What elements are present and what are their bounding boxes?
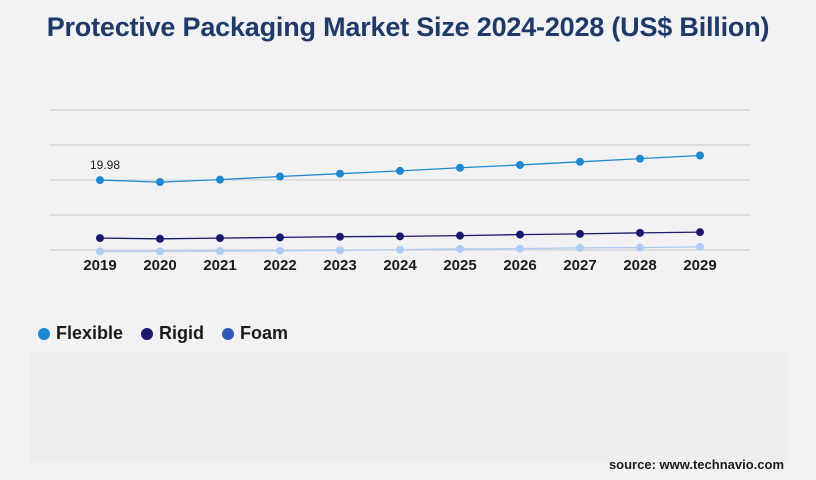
legend-marker	[38, 327, 50, 340]
legend-item-rigid: Rigid	[141, 323, 204, 344]
legend-marker	[222, 327, 235, 340]
data-point-rigid	[516, 230, 524, 239]
legend-label: Rigid	[159, 323, 205, 343]
x-tick-label: 2023	[323, 257, 356, 274]
x-tick-label: 2021	[203, 257, 236, 274]
data-point-rigid	[696, 228, 704, 237]
data-point-flexible	[456, 163, 464, 172]
data-point-flexible	[276, 172, 284, 181]
x-tick-label: 2020	[143, 257, 176, 274]
data-point-flexible	[336, 169, 344, 178]
data-point-rigid	[276, 233, 284, 242]
legend-item-foam: Foam	[222, 323, 288, 344]
data-point-flexible	[156, 178, 164, 187]
data-point-rigid	[456, 231, 464, 240]
data-point-rigid	[396, 232, 404, 241]
data-point-foam	[216, 247, 224, 256]
x-tick-label: 2025	[443, 257, 476, 274]
x-tick-label: 2024	[383, 257, 417, 274]
chart-title: Protective Packaging Market Size 2024-20…	[46, 12, 770, 42]
x-tick-label: 2028	[623, 257, 656, 274]
chart-legend: Flexible Rigid Foam	[38, 323, 288, 344]
data-point-flexible	[696, 151, 704, 160]
x-tick-label: 2027	[563, 257, 596, 274]
x-tick-label: 2022	[263, 257, 296, 274]
data-point-flexible	[216, 175, 224, 184]
data-point-flexible	[96, 176, 104, 185]
legend-label: Flexible	[56, 323, 124, 343]
data-point-foam	[576, 243, 584, 252]
data-point-foam	[636, 243, 644, 252]
data-point-flexible	[396, 166, 404, 175]
data-point-rigid	[576, 229, 584, 238]
data-point-flexible	[636, 154, 644, 163]
source-note: source: www.technavio.com	[608, 457, 784, 472]
data-point-rigid	[216, 234, 224, 243]
x-tick-label: 2026	[503, 257, 536, 274]
data-point-foam	[696, 242, 704, 251]
lower-panel	[30, 352, 788, 462]
data-point-rigid	[96, 234, 104, 243]
legend-label: Foam	[240, 323, 289, 343]
x-tick-label: 2029	[683, 257, 716, 274]
data-point-rigid	[336, 232, 344, 241]
data-point-foam	[396, 245, 404, 254]
data-point-foam	[336, 246, 344, 255]
data-point-rigid	[636, 228, 644, 237]
legend-marker	[141, 327, 154, 340]
data-point-foam	[516, 244, 524, 253]
data-point-flexible	[516, 160, 524, 169]
data-label: 19.98	[90, 158, 120, 172]
line-chart: 2019 2020 2021 2022 2023 2024 2025 2026 2027 2028…	[50, 109, 750, 274]
legend-item-flexible: Flexible	[38, 323, 123, 344]
data-point-foam	[276, 246, 284, 255]
data-point-flexible	[576, 157, 584, 166]
x-tick-label: 2019	[83, 257, 116, 274]
data-point-foam	[156, 247, 164, 256]
data-point-rigid	[156, 234, 164, 243]
data-point-foam	[456, 244, 464, 253]
data-point-foam	[96, 247, 104, 256]
